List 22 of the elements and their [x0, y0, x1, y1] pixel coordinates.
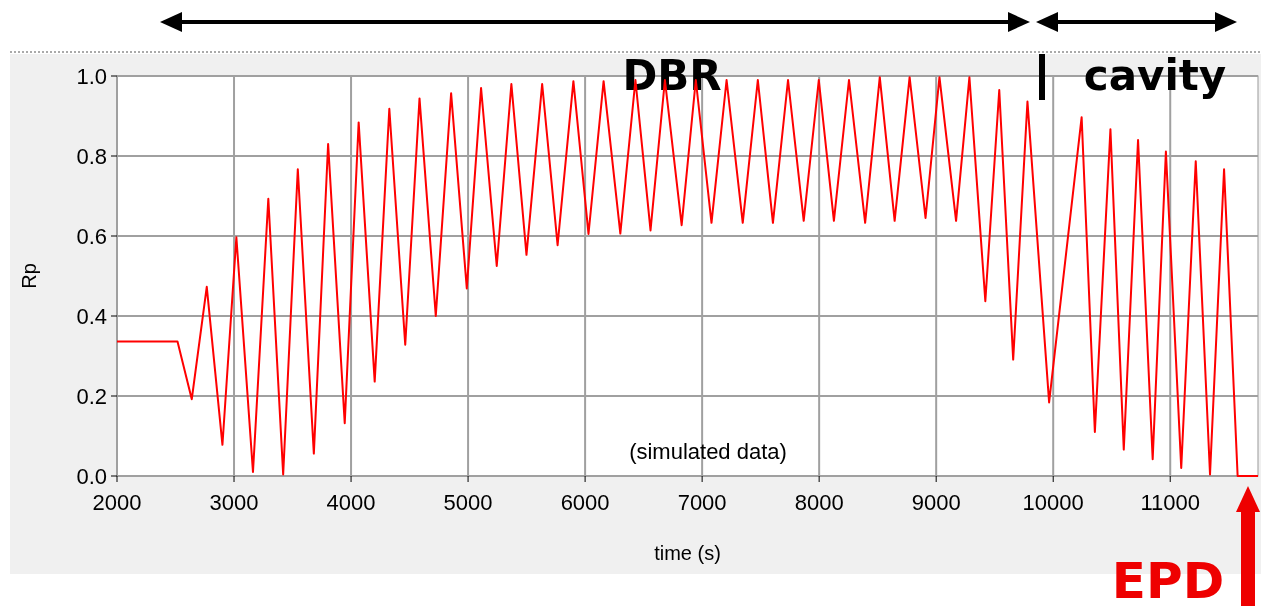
annotation: (simulated data) [629, 439, 787, 464]
annotation: DBR [622, 51, 722, 100]
x-tick-label: 6000 [560, 490, 610, 515]
x-tick-label: 5000 [443, 490, 493, 515]
y-tick-label: 0.2 [76, 384, 107, 409]
y-tick-label: 0.8 [76, 144, 107, 169]
y-tick-label: 0.0 [76, 464, 107, 489]
x-tick-label: 2000 [92, 490, 142, 515]
x-axis-title: time (s) [654, 542, 721, 564]
x-tick-label: 7000 [677, 490, 727, 515]
x-tick-label: 8000 [794, 490, 844, 515]
x-tick-label: 9000 [911, 490, 961, 515]
y-axis-title: Rp [18, 263, 40, 289]
x-tick-label: 4000 [326, 490, 376, 515]
y-tick-label: 0.4 [76, 304, 107, 329]
y-tick-label: 0.6 [76, 224, 107, 249]
text: EPD [1111, 552, 1225, 606]
y-tick-label: 1.0 [76, 64, 107, 89]
x-tick-label: 11000 [1140, 490, 1200, 515]
x-tick-label: 10000 [1022, 490, 1084, 515]
x-tick-label: 3000 [209, 490, 259, 515]
annotation: cavity [1083, 51, 1227, 100]
